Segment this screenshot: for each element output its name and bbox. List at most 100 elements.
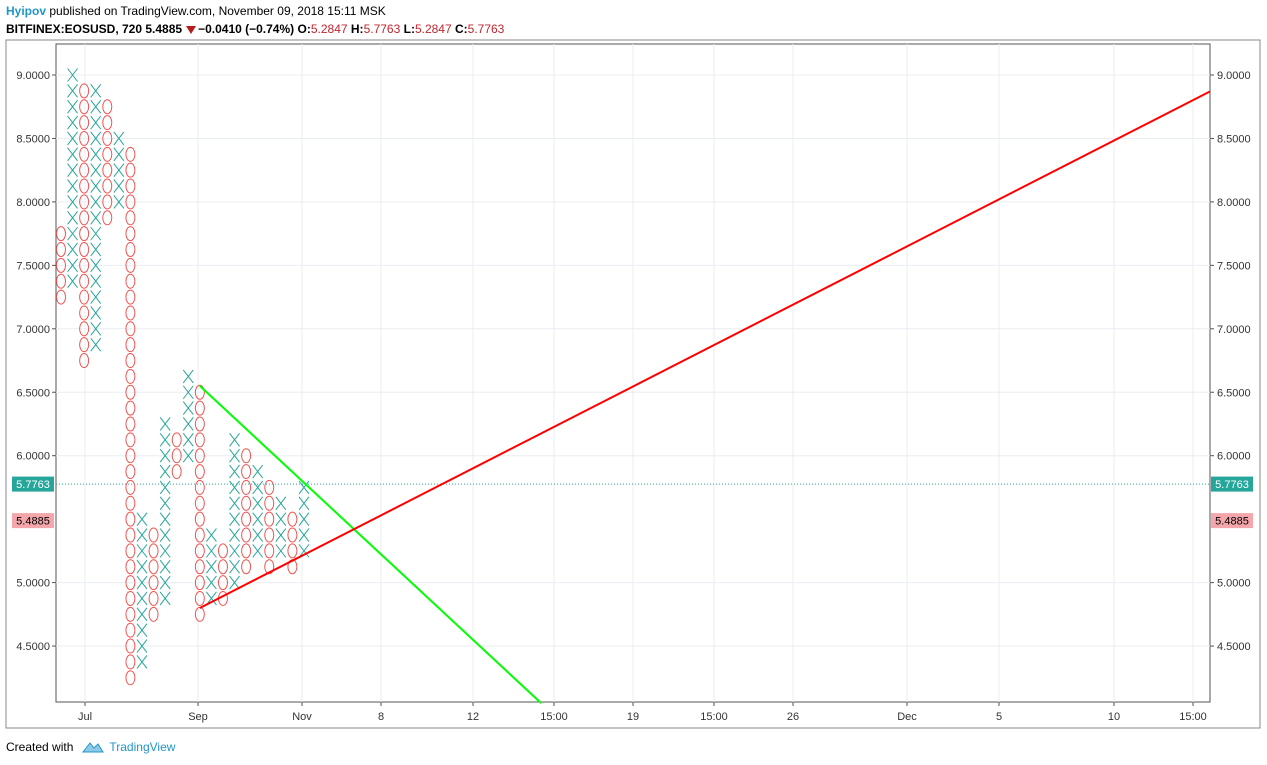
publish-header: Hyipov published on TradingView.com, Nov…: [6, 4, 386, 18]
o-box-mark: [125, 146, 136, 162]
o-box-mark: [125, 416, 136, 432]
x-box-mark: [229, 448, 240, 463]
author-name[interactable]: Hyipov: [6, 4, 47, 18]
o-box-mark: [241, 543, 252, 559]
support-trendline[interactable]: [199, 90, 1211, 609]
tradingview-link[interactable]: TradingView: [109, 740, 176, 754]
x-box-mark: [90, 163, 102, 177]
o-box-mark: [79, 99, 90, 115]
o-box-mark: [194, 575, 205, 591]
x-box-mark: [67, 210, 78, 225]
o-box-mark: [194, 495, 205, 511]
x-column: [252, 464, 264, 558]
x-box-mark: [229, 544, 240, 558]
x-tick-label: Dec: [897, 711, 917, 723]
x-box-mark: [90, 337, 102, 352]
x-box-mark: [136, 544, 148, 558]
x-tick-label: Jul: [78, 711, 92, 723]
o-box-mark: [125, 305, 136, 321]
y-tick-label-left: 9.0000: [16, 70, 50, 82]
o-box-mark: [102, 146, 113, 162]
x-box-mark: [136, 623, 148, 637]
y-tick-label-left: 7.5000: [16, 260, 50, 272]
o-box-mark: [264, 511, 275, 527]
o-box-mark: [125, 210, 136, 226]
o-column: [148, 527, 159, 622]
o-box-mark: [194, 559, 205, 575]
x-box-mark: [90, 210, 102, 225]
o-box-mark: [79, 115, 90, 131]
o-box-mark: [148, 575, 159, 591]
y-tick-label-right: 7.5000: [1217, 260, 1251, 272]
x-box-mark: [113, 147, 125, 162]
x-box-mark: [90, 99, 102, 114]
o-box-mark: [79, 289, 90, 305]
o-box-mark: [148, 606, 159, 622]
y-tick-label-right: 6.5000: [1217, 387, 1251, 399]
x-tick-label: 5: [996, 711, 1002, 723]
o-column: [125, 146, 136, 686]
x-box-mark: [90, 84, 102, 98]
x-column: [90, 84, 102, 352]
x-tick-label: 8: [378, 711, 384, 723]
y-tick-label-left: 8.5000: [16, 133, 50, 145]
o-box-mark: [56, 257, 66, 273]
footer: Created with TradingView: [6, 740, 175, 754]
o-box-mark: [125, 353, 136, 369]
x-box-mark: [206, 559, 217, 574]
o-box-mark: [125, 670, 136, 686]
o-column: [171, 432, 182, 480]
symbol-header: BITFINEX:EOSUSD, 720 5.4885 −0.0410 (−0.7…: [6, 22, 504, 36]
o-box-mark: [125, 479, 136, 495]
o-box-mark: [241, 464, 252, 480]
x-tick-label: 26: [787, 711, 799, 723]
x-box-mark: [298, 496, 310, 511]
resistance-trendline[interactable]: [199, 385, 542, 704]
x-box-mark: [90, 115, 102, 130]
y-tick-label-right: 6.0000: [1217, 451, 1251, 463]
o-box-mark: [194, 527, 205, 543]
price-label-left: 5.7763: [16, 479, 50, 491]
x-box-mark: [136, 607, 148, 622]
x-box-mark: [67, 84, 78, 98]
y-tick-label-right: 7.0000: [1217, 324, 1251, 336]
o-box-mark: [79, 257, 90, 273]
o-box-mark: [287, 527, 298, 543]
x-box-mark: [67, 99, 78, 114]
x-column: [229, 433, 240, 590]
o-box-mark: [125, 257, 136, 273]
price-label-right-bg: [1211, 476, 1253, 492]
o-box-mark: [194, 511, 205, 527]
x-box-mark: [229, 433, 240, 447]
x-box-mark: [90, 274, 102, 289]
x-box-mark: [67, 226, 78, 241]
x-box-mark: [229, 464, 240, 479]
x-box-mark: [67, 179, 78, 193]
x-box-mark: [90, 306, 102, 320]
o-box-mark: [264, 479, 275, 495]
x-box-mark: [159, 448, 171, 463]
x-column: [275, 496, 287, 558]
tradingview-logo-icon[interactable]: [81, 740, 105, 754]
x-box-mark: [67, 258, 78, 273]
o-box-mark: [217, 559, 228, 575]
x-box-mark: [275, 496, 287, 511]
created-with-text: Created with: [6, 740, 74, 754]
o-box-mark: [125, 432, 136, 448]
x-box-mark: [229, 559, 240, 574]
o-box-mark: [125, 575, 136, 591]
x-box-mark: [182, 369, 194, 384]
x-box-mark: [275, 544, 287, 558]
x-box-mark: [136, 559, 148, 574]
x-box-mark: [113, 131, 125, 146]
o-box-mark: [125, 559, 136, 575]
o-box-mark: [148, 527, 159, 543]
x-box-mark: [136, 639, 148, 653]
o-box-mark: [241, 527, 252, 543]
x-box-mark: [136, 655, 148, 669]
o-column: [102, 99, 113, 226]
x-box-mark: [67, 115, 78, 130]
o-box-mark: [287, 543, 298, 559]
x-box-mark: [298, 528, 310, 542]
